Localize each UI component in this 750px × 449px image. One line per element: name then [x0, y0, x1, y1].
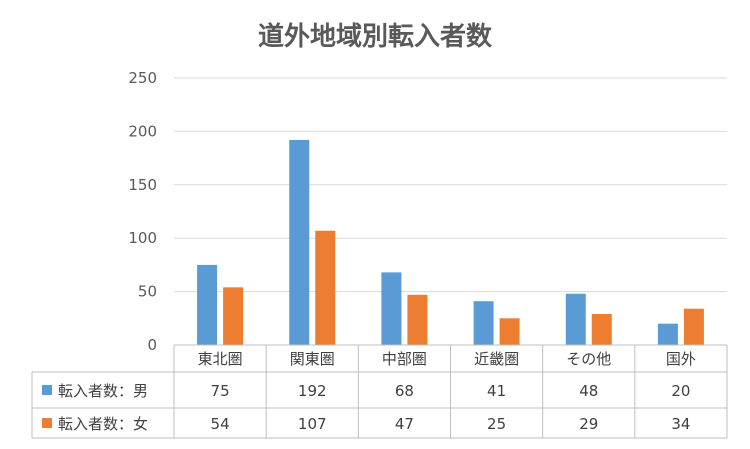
- y-tick-label: 250: [128, 69, 157, 87]
- table-cell: 29: [579, 415, 598, 433]
- legend-label: 転入者数：男: [58, 382, 148, 400]
- table-cell: 107: [298, 415, 327, 433]
- bar: [381, 272, 402, 345]
- category-label: その他: [566, 350, 611, 368]
- bar: [315, 230, 336, 345]
- table-cell: 41: [487, 382, 506, 400]
- table-cell: 192: [298, 382, 327, 400]
- legend-label: 転入者数：女: [58, 415, 148, 433]
- bar: [657, 323, 678, 345]
- bar: [289, 139, 310, 345]
- y-axis-ticks: 0 50 100 150 200 250: [128, 69, 157, 354]
- table-cell: 48: [579, 382, 598, 400]
- y-tick-label: 50: [138, 283, 157, 301]
- bar: [407, 294, 428, 345]
- bar: [223, 287, 244, 345]
- table-cell: 75: [211, 382, 230, 400]
- table-cell: 68: [395, 382, 414, 400]
- y-tick-label: 150: [128, 176, 157, 194]
- bar: [591, 314, 612, 345]
- category-label: 国外: [666, 350, 696, 368]
- table-cell: 54: [211, 415, 230, 433]
- table-cell: 34: [671, 415, 690, 433]
- bar: [197, 264, 218, 345]
- table-cell: 25: [487, 415, 506, 433]
- bars: [197, 139, 704, 345]
- legend-swatch: [42, 385, 52, 395]
- chart-title: 道外地域別転入者数: [258, 21, 493, 52]
- bar: [683, 308, 704, 345]
- y-tick-label: 200: [128, 122, 157, 140]
- bar: [565, 293, 586, 345]
- table-cell: 20: [671, 382, 690, 400]
- category-label: 東北圏: [198, 350, 243, 368]
- category-label: 中部圏: [382, 350, 427, 368]
- gridlines: [174, 77, 727, 293]
- category-label: 近畿圏: [474, 350, 519, 368]
- legend-swatch: [42, 418, 52, 428]
- y-tick-label: 0: [147, 336, 157, 354]
- y-tick-label: 100: [128, 229, 157, 247]
- bar: [473, 301, 494, 345]
- category-label: 関東圏: [290, 350, 335, 368]
- bar: [499, 318, 520, 345]
- table-cell: 47: [395, 415, 414, 433]
